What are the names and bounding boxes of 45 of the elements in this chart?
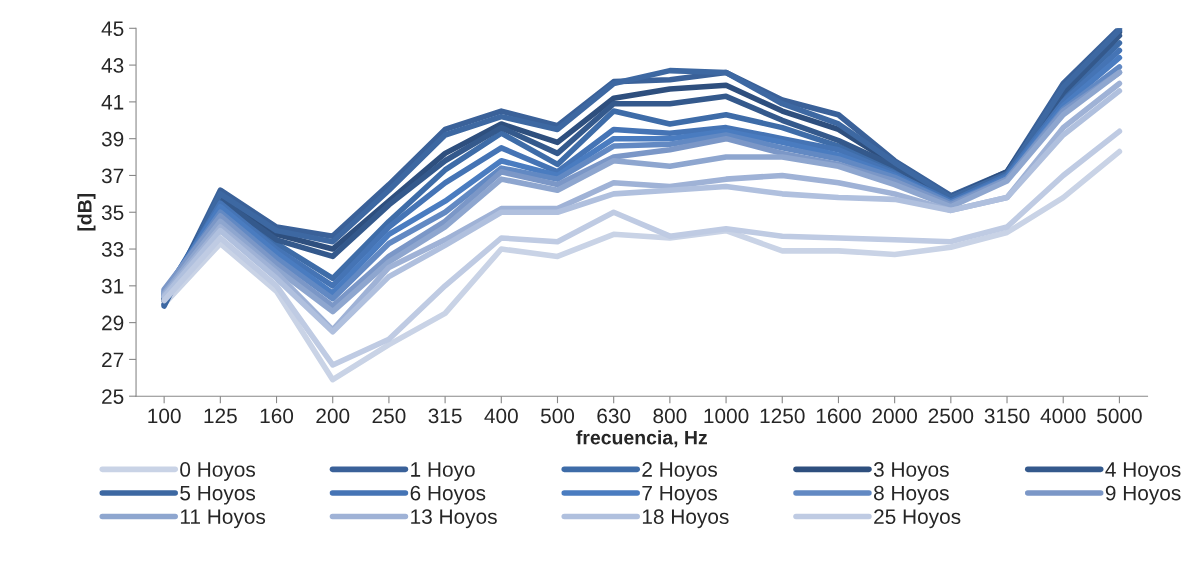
legend-label: 3 Hoyos <box>873 462 949 481</box>
legend-label: 4 Hoyos <box>1105 462 1181 481</box>
legend-label: 0 Hoyos <box>180 462 256 481</box>
y-tick-label: 31 <box>101 278 124 294</box>
x-tick-label: 200 <box>316 408 350 424</box>
legend-label: 25 Hoyos <box>874 509 961 529</box>
legend-label: 9 Hoyos <box>1105 485 1181 505</box>
y-tick-label: 45 <box>101 21 124 37</box>
y-axis-title: [dB] <box>77 193 96 231</box>
legend-label: 13 Hoyos <box>411 509 497 529</box>
legend-label: 18 Hoyos <box>642 509 729 529</box>
x-tick-label: 4000 <box>1040 408 1086 424</box>
legend-label: 2 Hoyos <box>642 462 718 481</box>
x-tick-label: 1600 <box>816 408 861 424</box>
y-tick-label: 43 <box>101 58 124 73</box>
x-tick-label: 125 <box>204 408 237 424</box>
legend-label: 8 Hoyos <box>874 485 949 505</box>
y-tick-label: 41 <box>101 95 124 110</box>
y-tick-label: 37 <box>101 168 124 184</box>
x-tick-label: 2000 <box>872 408 917 424</box>
y-tick-label: 35 <box>101 205 124 220</box>
y-tick-label: 27 <box>102 352 124 367</box>
x-tick-label: 100 <box>148 408 181 424</box>
y-tick-label: 25 <box>102 389 124 404</box>
x-tick-label: 1000 <box>704 408 749 424</box>
legend-label: 1 Hoyo <box>411 462 475 481</box>
legend-label: 7 Hoyos <box>642 485 718 505</box>
legend-label: 6 Hoyos <box>410 485 486 505</box>
y-tick-label: 29 <box>102 315 124 331</box>
x-tick-label: 1250 <box>760 408 805 424</box>
y-tick-label: 33 <box>101 242 124 257</box>
x-tick-label: 500 <box>540 408 575 424</box>
x-tick-label: 3150 <box>984 408 1030 424</box>
legend-label: 11 Hoyos <box>180 509 266 529</box>
x-tick-label: 630 <box>597 408 631 424</box>
x-tick-label: 250 <box>372 408 406 424</box>
x-tick-label: 5000 <box>1097 408 1142 424</box>
y-tick-label: 39 <box>101 131 124 147</box>
legend-label: 5 Hoyos <box>180 485 256 505</box>
x-axis-title: frecuencia, Hz <box>576 430 707 448</box>
x-tick-label: 2500 <box>928 408 974 424</box>
x-tick-label: 400 <box>484 408 518 424</box>
x-tick-label: 160 <box>260 408 294 424</box>
x-tick-label: 315 <box>428 408 462 424</box>
x-tick-label: 800 <box>653 408 687 424</box>
